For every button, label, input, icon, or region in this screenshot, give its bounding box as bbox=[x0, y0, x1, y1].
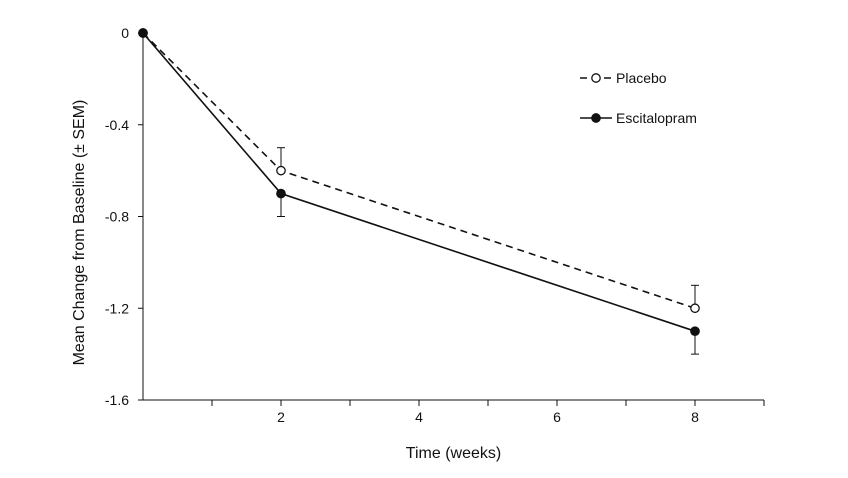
series-escitalopram bbox=[138, 28, 700, 355]
y-ticks: 0 -0.4 -0.8 -1.2 -1.6 bbox=[105, 25, 143, 408]
series-line-placebo bbox=[142, 32, 696, 310]
data-point bbox=[690, 326, 700, 337]
legend-label-escitalopram: Escitalopram bbox=[616, 110, 697, 126]
legend-marker-escitalopram bbox=[591, 113, 601, 123]
y-axis-title: Mean Change from Baseline (± SEM) bbox=[71, 100, 88, 366]
series-layer bbox=[138, 28, 700, 355]
y-tick-label: -0.4 bbox=[105, 117, 129, 133]
legend: Placebo Escitalopram bbox=[580, 70, 697, 126]
y-tick-label: -0.8 bbox=[105, 209, 129, 225]
legend-label-placebo: Placebo bbox=[616, 70, 667, 86]
y-tick-label: 0 bbox=[121, 25, 129, 41]
legend-marker-placebo bbox=[591, 73, 601, 83]
axes bbox=[142, 33, 764, 401]
x-tick-label: 2 bbox=[277, 409, 285, 425]
y-tick-label: -1.2 bbox=[105, 300, 129, 316]
data-point bbox=[276, 188, 286, 199]
data-point bbox=[276, 165, 286, 176]
y-tick-label: -1.6 bbox=[105, 392, 129, 408]
x-ticks: 2 4 6 8 bbox=[211, 400, 765, 425]
x-tick-label: 6 bbox=[553, 409, 561, 425]
x-tick-label: 4 bbox=[415, 409, 423, 425]
series-line-escitalopram bbox=[142, 32, 696, 332]
data-point bbox=[690, 303, 700, 314]
data-point bbox=[138, 28, 148, 38]
x-axis-title: Time (weeks) bbox=[406, 445, 501, 462]
x-tick-label: 8 bbox=[691, 409, 699, 425]
